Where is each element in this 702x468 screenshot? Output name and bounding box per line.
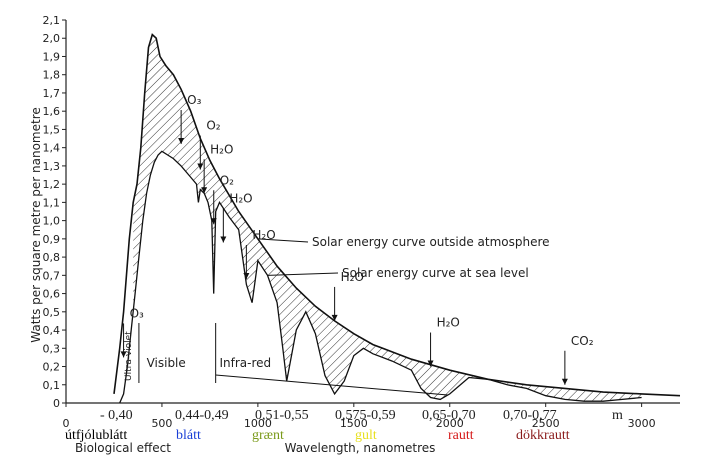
x-axis-label: Wavelength, nanometres (285, 441, 436, 455)
color-name-row: útfjólublátt blátt grænt gult rautt dökkrautt (65, 428, 570, 443)
annotation-label: H₂O (341, 270, 364, 284)
y-tick-label: 0,4 (43, 324, 61, 337)
infra-red-bracket-line (215, 374, 448, 396)
x-tick-label: 3000 (628, 417, 656, 430)
y-tick-label: 0,7 (43, 269, 61, 282)
band-label: 0,70-0,77 (503, 408, 557, 423)
annotation-arrowhead (210, 218, 217, 225)
color-name-label: rautt (448, 428, 474, 443)
y-tick-label: 0,2 (43, 361, 61, 374)
annotation-label: H₂O (437, 316, 460, 330)
annotation-arrowhead (178, 138, 185, 145)
region-label-ultra-violet: Ultra-violet (124, 331, 134, 381)
series-line-sea-level (119, 150, 642, 404)
band-label: 0,44-0,49 (175, 408, 229, 423)
color-name-label: gult (355, 428, 377, 443)
x-tick-label: 0 (63, 417, 70, 430)
band-label: 0,51-0,55 (255, 408, 309, 423)
color-name-label: blátt (176, 428, 201, 443)
y-tick-label: 0,9 (43, 233, 61, 246)
y-tick-label: 0,5 (43, 306, 61, 319)
color-name-label: dökkrautt (516, 428, 570, 443)
y-tick-label: 1,6 (43, 105, 61, 118)
annotation-arrowhead (197, 163, 204, 170)
annotation-arrowhead (120, 351, 127, 358)
annotation-arrowhead (201, 187, 208, 194)
chart-marks: Solar energy curve outside atmosphere Sol… (113, 33, 681, 404)
series-pointer-line (267, 272, 339, 276)
y-tick-label: 0,6 (43, 288, 61, 301)
y-tick-label: 1,2 (43, 178, 61, 191)
y-tick-label: 1,0 (43, 215, 61, 228)
x-tick-label: 1500 (340, 417, 368, 430)
y-tick-label: 0,1 (43, 379, 61, 392)
annotation-label: O₃ (187, 93, 201, 107)
biological-effect-label: Biological effect (75, 441, 171, 455)
series-name-label: Solar energy curve at sea level (342, 266, 529, 280)
wavelength-band-row: - 0,40 0,44-0,49 0,51-0,55 0,575-0,59 0,65-0… (100, 408, 623, 423)
y-axis-label: Watts per square metre per nanometre (29, 107, 43, 343)
region-label-visible: Visible (147, 356, 186, 370)
series-name-label: Solar energy curve outside atmosphere (312, 235, 550, 249)
series-pointer-line (257, 238, 309, 243)
annotation-arrowhead (243, 272, 250, 279)
y-tick-label: 1,7 (43, 87, 61, 100)
annotation-label: H₂O (210, 142, 233, 156)
color-name-label: útfjólublátt (65, 428, 127, 443)
y-tick-label: 2,0 (43, 32, 61, 45)
band-label: 0,575-0,59 (335, 408, 396, 423)
annotation-label: O₂ (220, 173, 234, 187)
y-tick-label: 2,1 (43, 14, 61, 27)
y-tick-label: 1,5 (43, 123, 61, 136)
x-tick-label: 1000 (244, 417, 272, 430)
absorption-hatched-area (133, 34, 642, 402)
color-name-label: grænt (252, 428, 284, 443)
series-line-outside-atmosphere (113, 33, 681, 397)
annotation-label: CO₂ (571, 334, 594, 348)
y-tick-label: 1,3 (43, 160, 61, 173)
x-tick-label: 2000 (436, 417, 464, 430)
annotation-arrowhead (561, 378, 568, 385)
region-label-infra-red: Infra-red (220, 356, 272, 370)
y-tick-label: 1,4 (43, 142, 61, 155)
axes: 0 0,1 0,2 0,3 0,4 0,5 0,6 0,7 0,8 0,9 1,0 1,1 1,2 1,3… (43, 14, 680, 430)
x-tick-label: 500 (151, 417, 172, 430)
y-tick-label: 1,8 (43, 69, 61, 82)
annotation-label: H₂O (252, 228, 275, 242)
annotation-label: O₃ (130, 306, 144, 320)
y-tick-label: 1,1 (43, 196, 61, 209)
annotation-arrowhead (220, 236, 227, 243)
annotation-label: O₂ (206, 119, 220, 133)
band-label: 0,65-0,70 (422, 408, 476, 423)
annotation-label: H₂O (229, 192, 252, 206)
y-tick-label: 0,3 (43, 342, 61, 355)
x-tick-label: 2500 (532, 417, 560, 430)
y-tick-label: 0 (53, 397, 60, 410)
band-label: - 0,40 (100, 408, 133, 423)
annotation-arrowhead (331, 314, 338, 321)
annotation-arrowhead (427, 360, 434, 367)
band-label: m (612, 408, 623, 423)
y-tick-label: 1,9 (43, 50, 61, 63)
y-tick-label: 0,8 (43, 251, 61, 264)
